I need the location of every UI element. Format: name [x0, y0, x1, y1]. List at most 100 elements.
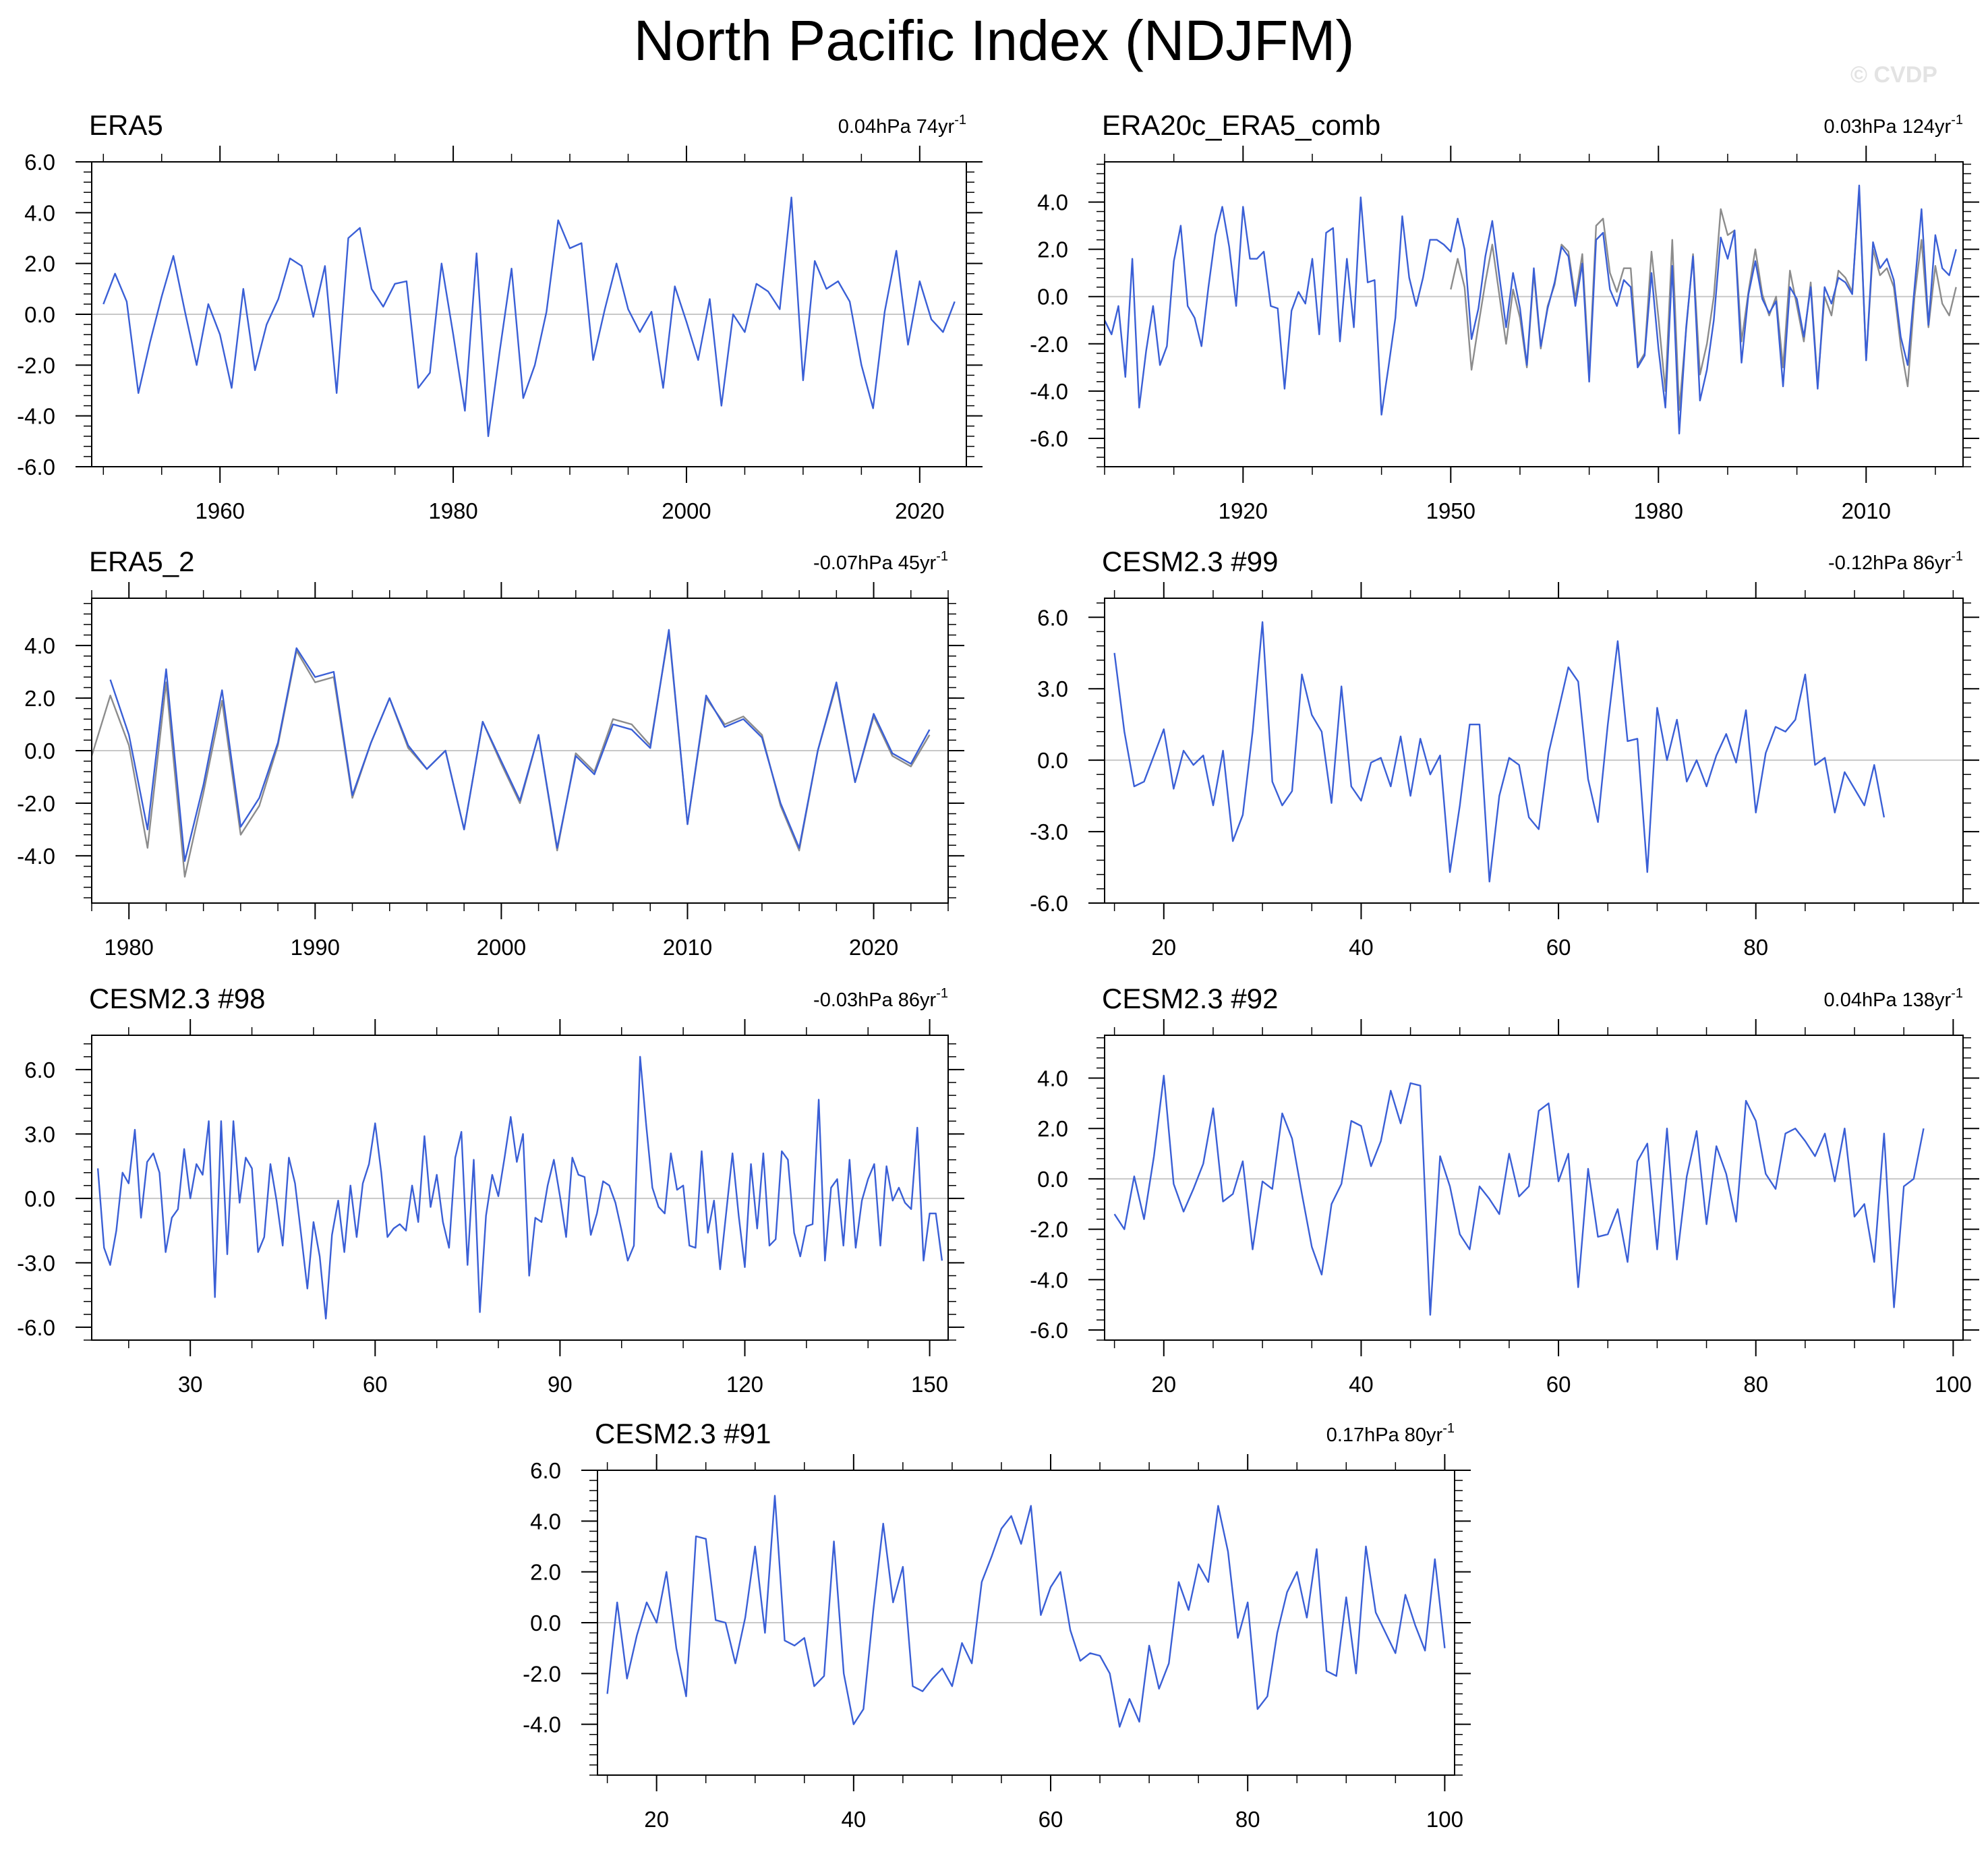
y-tick-label: -3.0	[1030, 819, 1068, 844]
series-line-0	[96, 1055, 943, 1320]
series-line-1	[1450, 189, 1957, 411]
panel-2: -4.0 -2.0 0.0 2.0 4.0 1980 1990 2000 2010 2020 ERA…	[17, 546, 964, 960]
x-tick-label: 20	[1151, 1372, 1176, 1397]
series-line-0	[606, 1495, 1446, 1728]
x-tick-label: 80	[1743, 1372, 1768, 1397]
panel-1: -6.0 -4.0 -2.0 0.0 2.0 4.0 1920 1950 1980 2010 ERA…	[1030, 109, 1979, 523]
y-tick-label: 6.0	[530, 1458, 561, 1483]
series-line-0	[103, 196, 956, 437]
y-tick-label: 4.0	[1037, 190, 1068, 215]
x-tick-label: 1960	[196, 498, 245, 523]
y-tick-label: 6.0	[24, 1058, 55, 1082]
panel-6: -4.0 -2.0 0.0 2.0 4.0 6.0 20 40 60 80 100 CESM2.3 #…	[523, 1418, 1471, 1832]
x-tick-label: 60	[1546, 935, 1571, 960]
y-tick-label: 0.0	[1037, 285, 1068, 310]
y-tick-label: 3.0	[24, 1122, 55, 1147]
plot-frame	[91, 1035, 949, 1341]
x-tick-label: 120	[726, 1372, 763, 1397]
y-tick-label: 2.0	[1037, 237, 1068, 262]
y-tick-label: -4.0	[17, 844, 55, 869]
x-tick-label: 20	[1151, 935, 1176, 960]
x-tick-label: 2010	[663, 935, 712, 960]
x-tick-label: 90	[548, 1372, 573, 1397]
panel-title: CESM2.3 #91	[595, 1418, 771, 1449]
x-tick-label: 2020	[849, 935, 898, 960]
panel-0: -6.0 -4.0 -2.0 0.0 2.0 4.0 6.0 1960 1980 2000 2020…	[17, 109, 983, 523]
y-tick-label: -4.0	[1030, 1267, 1068, 1292]
x-tick-label: 1920	[1219, 498, 1268, 523]
y-tick-label: -2.0	[523, 1661, 561, 1686]
y-tick-label: 4.0	[24, 633, 55, 658]
plot-frame	[1104, 598, 1964, 904]
y-tick-label: 0.0	[530, 1611, 561, 1636]
trend-value: -0.03hPa 86yr	[813, 989, 937, 1011]
x-tick-label: 100	[1935, 1372, 1972, 1397]
panel-title: CESM2.3 #99	[1102, 546, 1278, 577]
x-tick-label: 60	[1039, 1807, 1063, 1832]
y-tick-label: -4.0	[17, 404, 55, 429]
y-tick-label: -2.0	[17, 353, 55, 378]
y-tick-label: 0.0	[1037, 748, 1068, 773]
trend-exponent: -1	[1951, 113, 1963, 127]
x-tick-label: 150	[911, 1372, 948, 1397]
y-tick-label: -2.0	[1030, 332, 1068, 357]
trend-value: 0.04hPa 138yr	[1824, 989, 1952, 1011]
panel-title: CESM2.3 #92	[1102, 983, 1278, 1014]
trend-label: 0.17hPa 80yr-1	[1326, 1421, 1455, 1446]
y-tick-label: 2.0	[24, 252, 55, 277]
trend-value: 0.17hPa 80yr	[1326, 1424, 1443, 1446]
y-tick-label: 2.0	[1037, 1116, 1068, 1141]
trend-value: -0.07hPa 45yr	[813, 552, 937, 574]
x-tick-label: 80	[1743, 935, 1768, 960]
watermark: © CVDP	[1850, 62, 1937, 88]
y-tick-label: -6.0	[17, 455, 55, 480]
x-tick-label: 1980	[105, 935, 154, 960]
y-tick-label: 0.0	[24, 302, 55, 327]
panel-title: ERA20c_ERA5_comb	[1102, 109, 1380, 141]
panel-title: CESM2.3 #98	[89, 983, 265, 1014]
series-line-0	[1113, 1074, 1925, 1316]
x-tick-label: 1990	[291, 935, 340, 960]
x-tick-label: 40	[841, 1807, 866, 1832]
y-tick-label: 6.0	[1037, 605, 1068, 630]
y-tick-label: -2.0	[17, 791, 55, 816]
y-tick-label: 4.0	[530, 1509, 561, 1534]
y-tick-label: -6.0	[17, 1315, 55, 1340]
panel-3: -6.0 -3.0 0.0 3.0 6.0 20 40 60 80 CESM2.3 #99 -0.1…	[1030, 546, 1979, 960]
trend-label: -0.12hPa 86yr-1	[1828, 549, 1963, 574]
y-tick-label: 0.0	[1037, 1167, 1068, 1192]
x-tick-label: 30	[178, 1372, 203, 1397]
trend-value: 0.03hPa 124yr	[1824, 116, 1952, 138]
y-tick-label: -2.0	[1030, 1217, 1068, 1242]
trend-label: 0.04hPa 138yr-1	[1824, 986, 1963, 1011]
x-tick-label: 40	[1349, 1372, 1374, 1397]
y-tick-label: -3.0	[17, 1250, 55, 1275]
trend-label: -0.03hPa 86yr-1	[813, 986, 948, 1011]
series-line-1	[90, 631, 931, 878]
x-tick-label: 80	[1235, 1807, 1260, 1832]
trend-exponent: -1	[936, 549, 948, 564]
y-tick-label: 6.0	[24, 150, 55, 175]
y-tick-label: -6.0	[1030, 426, 1068, 451]
x-tick-label: 1950	[1426, 498, 1475, 523]
series-line-0	[109, 629, 931, 862]
y-tick-label: 2.0	[24, 686, 55, 711]
page-title: North Pacific Index (NDJFM)	[633, 9, 1355, 72]
y-tick-label: -4.0	[1030, 379, 1068, 404]
x-tick-label: 1980	[428, 498, 477, 523]
x-tick-label: 2010	[1842, 498, 1891, 523]
x-tick-label: 40	[1349, 935, 1374, 960]
y-tick-label: 4.0	[1037, 1066, 1068, 1091]
x-tick-label: 60	[363, 1372, 388, 1397]
x-tick-label: 2020	[895, 498, 944, 523]
y-tick-label: 0.0	[24, 1186, 55, 1211]
x-tick-label: 20	[644, 1807, 669, 1832]
panel-4: -6.0 -3.0 0.0 3.0 6.0 30 60 90 120 150 CESM2.3 #98…	[17, 983, 964, 1397]
y-tick-label: 2.0	[530, 1560, 561, 1585]
panel-title: ERA5_2	[89, 546, 194, 577]
x-tick-label: 1980	[1634, 498, 1683, 523]
trend-label: -0.07hPa 45yr-1	[813, 549, 948, 574]
y-tick-label: 0.0	[24, 739, 55, 763]
panel-5: -6.0 -4.0 -2.0 0.0 2.0 4.0 20 40 60 80 100 CESM2.3 …	[1030, 983, 1979, 1397]
